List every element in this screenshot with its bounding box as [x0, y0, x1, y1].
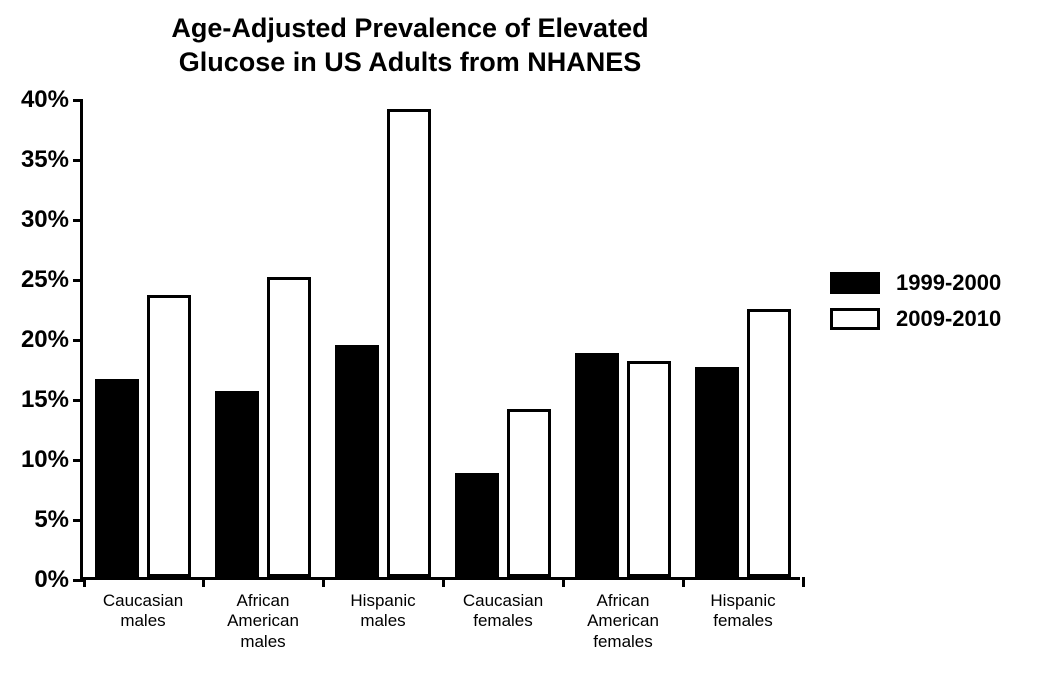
y-tick: [73, 159, 83, 162]
y-axis-label: 35%: [21, 146, 69, 174]
x-axis-label: Hispanicmales: [350, 591, 415, 632]
y-tick: [73, 339, 83, 342]
x-tick: [202, 577, 205, 587]
title-line-1: Age-Adjusted Prevalence of Elevated: [171, 13, 648, 43]
bar: [335, 345, 379, 577]
y-tick: [73, 279, 83, 282]
bar: [695, 367, 739, 577]
y-tick: [73, 579, 83, 582]
x-tick: [442, 577, 445, 587]
bar: [387, 109, 431, 577]
title-line-2: Glucose in US Adults from NHANES: [179, 47, 642, 77]
x-tick: [83, 577, 86, 587]
y-axis-label: 40%: [21, 86, 69, 114]
y-axis-label: 20%: [21, 326, 69, 354]
legend-item-1999-2000: 1999-2000: [830, 270, 1001, 296]
legend-swatch-filled: [830, 272, 880, 294]
y-axis-label: 15%: [21, 386, 69, 414]
chart-container: Age-Adjusted Prevalence of Elevated Gluc…: [0, 0, 1050, 700]
bar: [627, 361, 671, 577]
y-axis-label: 0%: [34, 566, 69, 594]
x-axis-label: AfricanAmericanfemales: [587, 591, 659, 652]
y-tick: [73, 519, 83, 522]
x-tick: [802, 577, 805, 587]
bar: [455, 473, 499, 577]
x-tick: [682, 577, 685, 587]
bar: [507, 409, 551, 577]
y-tick: [73, 99, 83, 102]
bar: [267, 277, 311, 577]
bar: [95, 379, 139, 577]
y-axis-label: 10%: [21, 446, 69, 474]
legend-swatch-hollow: [830, 308, 880, 330]
y-tick: [73, 459, 83, 462]
bar: [215, 391, 259, 577]
chart-title: Age-Adjusted Prevalence of Elevated Gluc…: [100, 12, 720, 80]
x-axis-label: Caucasianmales: [103, 591, 183, 632]
legend-label-1: 1999-2000: [896, 270, 1001, 296]
x-tick: [322, 577, 325, 587]
legend-item-2009-2010: 2009-2010: [830, 306, 1001, 332]
bar: [747, 309, 791, 577]
y-axis-label: 5%: [34, 506, 69, 534]
x-axis-label: Hispanicfemales: [710, 591, 775, 632]
y-axis-label: 25%: [21, 266, 69, 294]
bar: [147, 295, 191, 577]
x-tick: [562, 577, 565, 587]
y-axis-label: 30%: [21, 206, 69, 234]
x-axis-label: Caucasianfemales: [463, 591, 543, 632]
legend-label-2: 2009-2010: [896, 306, 1001, 332]
y-tick: [73, 219, 83, 222]
legend: 1999-2000 2009-2010: [830, 270, 1001, 342]
bar: [575, 353, 619, 577]
plot-area: 0%5%10%15%20%25%30%35%40%CaucasianmalesA…: [80, 100, 800, 580]
x-axis-label: AfricanAmericanmales: [227, 591, 299, 652]
y-tick: [73, 399, 83, 402]
